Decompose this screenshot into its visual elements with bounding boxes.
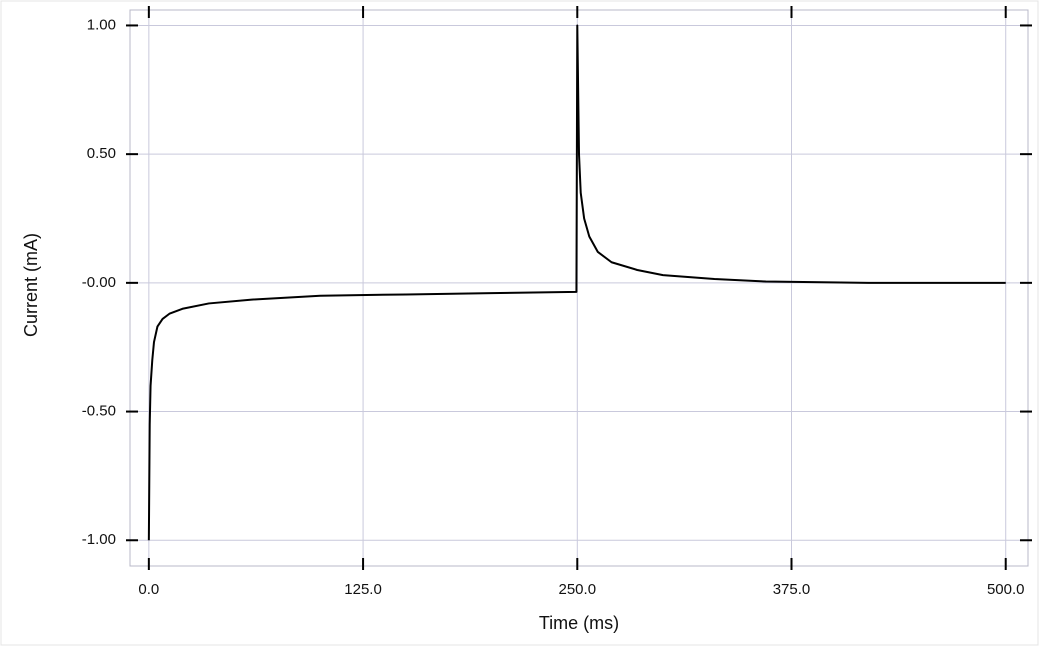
y-tick-label: -1.00: [82, 531, 116, 548]
x-axis-title: Time (ms): [539, 613, 619, 633]
x-tick-label: 250.0: [559, 581, 597, 598]
data-line: [147, 24, 1006, 541]
y-tick-label: 0.50: [87, 145, 116, 162]
x-tick-label: 375.0: [773, 581, 811, 598]
x-tick-label: 500.0: [987, 581, 1025, 598]
y-tick-label: -0.50: [82, 403, 116, 420]
y-axis-title: Current (mA): [21, 233, 41, 337]
x-tick-label: 125.0: [344, 581, 382, 598]
y-tick-label: 1.00: [87, 16, 116, 33]
x-tick-label: 0.0: [138, 581, 159, 598]
y-tick-label: -0.00: [82, 274, 116, 291]
